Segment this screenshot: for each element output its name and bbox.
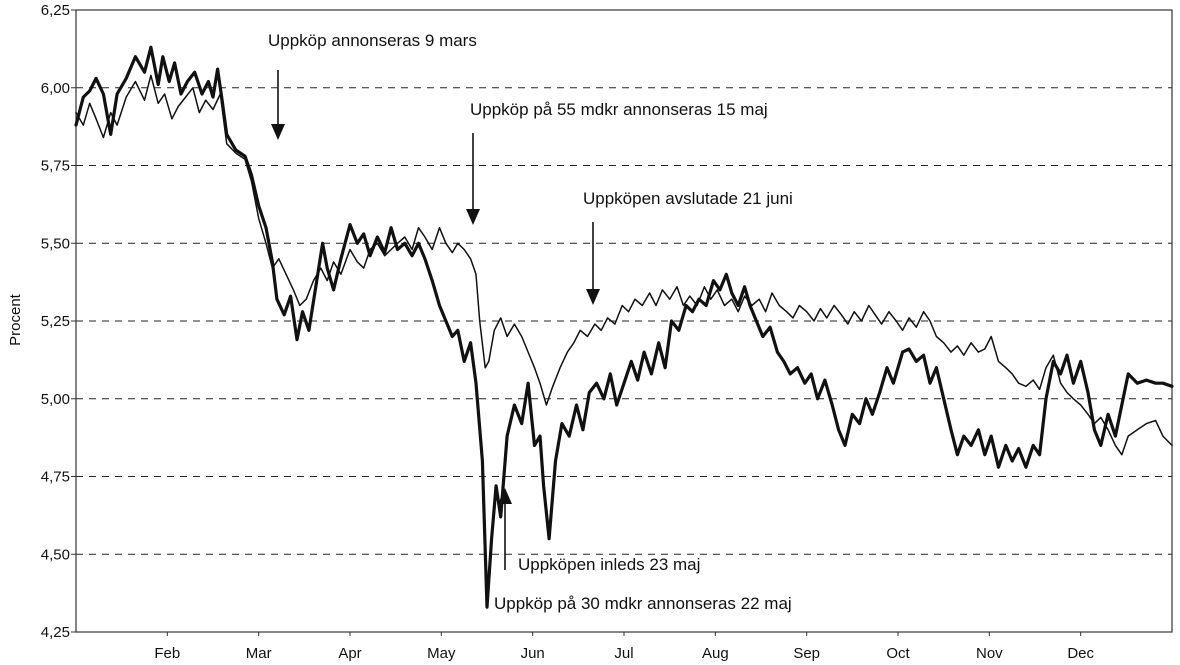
annotation-label: Uppköp annonseras 9 mars — [268, 31, 477, 50]
series-line-thick — [74, 45, 1174, 609]
y-axis: 6,25 6,00 5,75 5,50 5,25 5,00 4,75 4,50 4,25 — [41, 2, 76, 641]
y-tick-label: 5,00 — [41, 391, 70, 408]
x-tick-label: Sep — [793, 645, 820, 662]
y-tick-label: 5,25 — [41, 313, 70, 330]
annotation-label: Uppköpen avslutade 21 juni — [583, 189, 793, 208]
annotation-arrowhead — [466, 209, 480, 225]
x-tick-label: Oct — [886, 645, 910, 662]
x-tick-label: Mar — [246, 645, 272, 662]
grid-layer — [76, 87, 1172, 555]
annotation-label: Uppköpen inleds 23 maj — [518, 555, 700, 574]
x-tick-label: Feb — [154, 645, 180, 662]
y-tick-label: 4,75 — [41, 469, 70, 486]
x-tick-label: Jun — [521, 645, 545, 662]
annotation-arrowhead — [498, 488, 512, 504]
x-tick-label: May — [427, 645, 456, 662]
y-tick-label: 6,00 — [41, 80, 70, 97]
x-axis: Feb Mar Apr May Jun Jul Aug Sep Oct Nov Dec — [154, 632, 1094, 662]
y-tick-label: 4,25 — [41, 624, 70, 641]
annotation-label: Uppköp på 30 mdkr annonseras 22 maj — [494, 594, 792, 613]
y-tick-label: 5,50 — [41, 235, 70, 252]
x-tick-label: Dec — [1067, 645, 1094, 662]
series-line-thin — [75, 74, 1173, 456]
x-tick-label: Apr — [338, 645, 361, 662]
y-tick-label: 5,75 — [41, 158, 70, 175]
annotation-label: Uppköp på 55 mdkr annonseras 15 maj — [470, 100, 768, 119]
y-tick-label: 6,25 — [41, 2, 70, 19]
y-axis-title: Procent — [7, 293, 24, 346]
x-tick-label: Aug — [702, 645, 729, 662]
x-tick-label: Nov — [976, 645, 1003, 662]
annotation-layer: Uppköp annonseras 9 mars Uppköp på 55 mdk… — [268, 31, 793, 613]
x-tick-label: Jul — [614, 645, 633, 662]
annotation-arrowhead — [271, 124, 285, 140]
annotation-arrowhead — [586, 289, 600, 305]
y-tick-label: 4,50 — [41, 546, 70, 563]
series-layer — [74, 45, 1174, 609]
